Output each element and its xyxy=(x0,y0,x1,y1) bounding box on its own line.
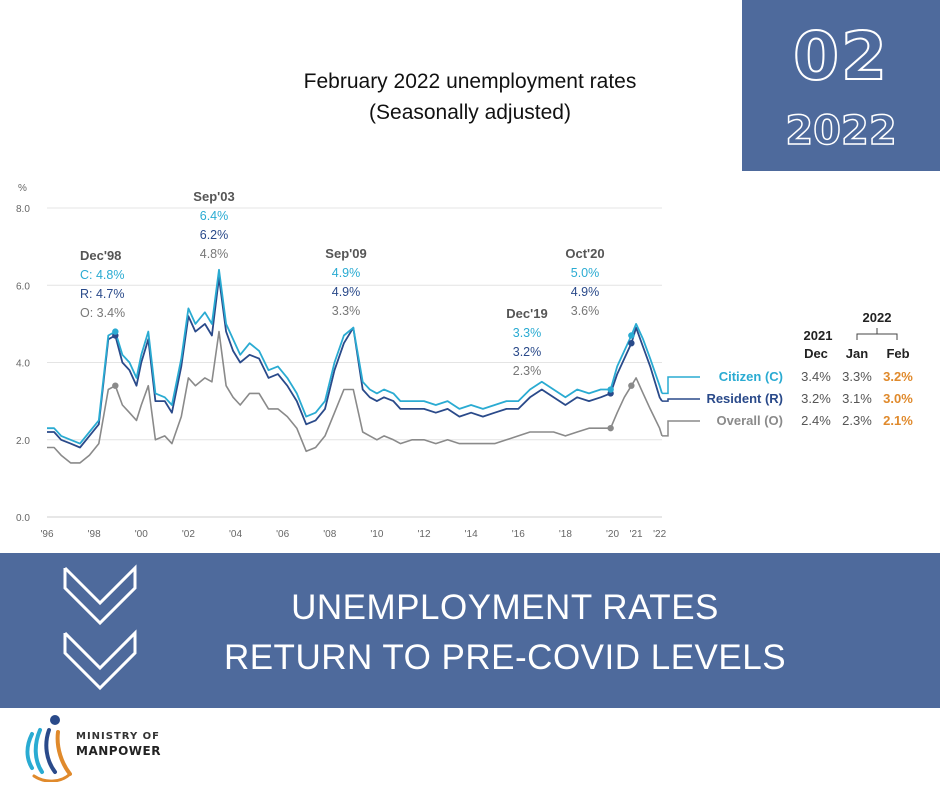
point-citizen xyxy=(628,332,635,339)
annotation-citizen-value: 4.9% xyxy=(332,266,361,280)
headline-banner: UNEMPLOYMENT RATES RETURN TO PRE-COVID L… xyxy=(0,553,940,708)
annotation-overall-value: 4.8% xyxy=(200,247,229,261)
series-line-resident xyxy=(47,276,663,449)
logo-line1: MINISTRY OF xyxy=(76,731,160,742)
x-tick-label: '12 xyxy=(417,529,430,540)
annotation-resident-value: 4.9% xyxy=(332,285,361,299)
annotation-resident-value: R: 4.7% xyxy=(80,287,124,301)
y-tick-label: 2.0 xyxy=(16,436,30,447)
headline-line1: UNEMPLOYMENT RATES xyxy=(291,588,719,627)
x-tick-label: '98 xyxy=(88,529,101,540)
y-tick-label: 0.0 xyxy=(16,513,30,524)
x-tick-label: '04 xyxy=(229,529,242,540)
annotation-date: Dec'98 xyxy=(80,248,121,263)
table-cell: 2.1% xyxy=(883,413,913,428)
ministry-logo-icon xyxy=(25,715,72,782)
logo-line2: MANPOWER xyxy=(76,744,161,758)
annotation-overall-value: O: 3.4% xyxy=(80,306,125,320)
chart-title-line1: February 2022 unemployment rates xyxy=(303,70,637,93)
annotation-overall-value: 3.3% xyxy=(332,304,361,318)
connector-resident xyxy=(662,398,700,402)
chart-title-line2: (Seasonally adjusted) xyxy=(369,101,571,124)
table-cell: 3.0% xyxy=(883,391,913,406)
unemployment-chart: 0.0 2.0 4.0 6.0 8.0% '96 '98 '00 '02 '04 '06 '08 '10… xyxy=(16,183,913,540)
table-cell: 3.4% xyxy=(801,369,831,384)
y-tick-label: 4.0 xyxy=(16,359,30,370)
x-tick-label: '08 xyxy=(323,529,336,540)
series-label-citizen: Citizen (C) xyxy=(719,369,783,384)
year-bracket xyxy=(856,328,898,340)
series-label-resident: Resident (R) xyxy=(706,391,783,406)
ministry-logo: MINISTRY OF MANPOWER xyxy=(22,712,222,782)
point-resident xyxy=(628,339,635,347)
chart-title: February 2022 unemployment rates (Season… xyxy=(230,66,710,128)
x-tick-label: '21 xyxy=(630,529,643,540)
table-cell: 2.3% xyxy=(842,413,872,428)
table-column-header: Jan xyxy=(846,346,868,361)
x-tick-label: '06 xyxy=(276,529,289,540)
annotation-date: Oct'20 xyxy=(565,246,604,261)
annotation-resident-value: 3.2% xyxy=(513,345,542,359)
point-citizen xyxy=(112,328,119,335)
annotation-date: Dec'19 xyxy=(506,306,547,321)
point-citizen xyxy=(607,386,614,393)
x-tick-label: '20 xyxy=(606,529,619,540)
table-cell: 3.2% xyxy=(883,369,913,384)
table-year-2022: 2022 xyxy=(863,310,892,325)
x-tick-label: '00 xyxy=(135,529,148,540)
chevron-down-icon xyxy=(63,564,137,691)
annotation-citizen-value: C: 4.8% xyxy=(80,268,124,282)
annotation-resident-value: 4.9% xyxy=(571,285,600,299)
table-cell: 3.1% xyxy=(842,391,872,406)
point-overall xyxy=(112,382,119,389)
table-column-header: Dec xyxy=(804,346,828,361)
y-tick-label: 8.0 xyxy=(16,204,30,215)
point-overall xyxy=(628,382,635,389)
annotation-citizen-value: 5.0% xyxy=(571,266,600,280)
headline-text: UNEMPLOYMENT RATES RETURN TO PRE-COVID L… xyxy=(185,583,825,683)
headline-line2: RETURN TO PRE-COVID LEVELS xyxy=(223,638,787,677)
annotation-overall-value: 2.3% xyxy=(513,364,542,378)
series-label-overall: Overall (O) xyxy=(717,413,783,428)
annotation-date: Sep'09 xyxy=(325,246,366,261)
y-axis-unit: % xyxy=(18,183,27,194)
table-cell: 3.3% xyxy=(842,369,872,384)
table-cell: 2.4% xyxy=(801,413,831,428)
date-badge: 02 2022 xyxy=(742,0,940,171)
annotation-citizen-value: 3.3% xyxy=(513,326,542,340)
annotation-resident-value: 6.2% xyxy=(200,228,229,242)
table-column-header: Feb xyxy=(886,346,909,361)
badge-month: 02 xyxy=(792,17,889,96)
x-tick-label: '22 xyxy=(653,529,666,540)
x-tick-label: '10 xyxy=(370,529,383,540)
series-line-overall xyxy=(47,330,663,464)
x-tick-label: '18 xyxy=(559,529,572,540)
annotation-date: Sep'03 xyxy=(193,189,234,204)
x-tick-label: '14 xyxy=(465,529,478,540)
badge-year: 2022 xyxy=(785,107,898,155)
y-tick-label: 6.0 xyxy=(16,281,30,292)
connector-overall xyxy=(662,420,700,437)
series-line-citizen xyxy=(47,268,663,445)
table-cell: 3.2% xyxy=(801,391,831,406)
point-overall xyxy=(607,424,614,432)
table-year-2021: 2021 xyxy=(804,328,833,343)
annotation-overall-value: 3.6% xyxy=(571,304,600,318)
x-tick-label: '96 xyxy=(40,529,53,540)
x-tick-label: '16 xyxy=(512,529,525,540)
x-tick-label: '02 xyxy=(182,529,195,540)
connector-citizen xyxy=(662,376,700,395)
annotation-citizen-value: 6.4% xyxy=(200,209,229,223)
